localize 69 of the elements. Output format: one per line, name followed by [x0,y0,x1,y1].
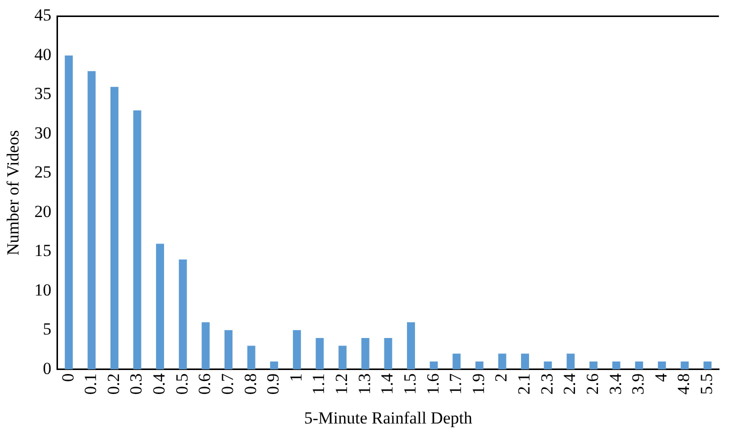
x-tick-label: 1.6 [423,373,442,395]
x-tick-label: 0.8 [240,373,260,395]
bar [316,338,324,370]
bar [680,362,689,370]
x-tick-label: 1.3 [354,373,374,395]
x-axis-title: 5-Minute Rainfall Depth [304,408,473,428]
bar [521,354,530,370]
x-tick-label: 0.9 [264,373,283,395]
x-tick-label: 3.4 [606,372,625,395]
bar [612,362,620,370]
x-tick-label: 0.3 [126,373,146,395]
x-tick-label: 2.3 [537,373,556,395]
bar [430,362,438,370]
y-tick-label: 35 [34,84,52,104]
bar [704,362,712,370]
bar [224,330,232,370]
x-tick-label: 2.6 [582,373,602,395]
bar [88,71,96,370]
x-tick-label: 0.6 [195,373,214,395]
bar [452,354,461,370]
x-tick-label: 1.5 [400,373,420,395]
x-tick-label: 1.4 [378,372,397,395]
y-tick-label: 25 [34,162,52,182]
x-tick-label: 2 [492,373,511,382]
x-tick-label: 3.9 [628,373,648,395]
bar [384,338,392,370]
bar [498,354,506,370]
x-tick-label: 4.8 [674,373,694,395]
bar [361,338,370,370]
bar [475,362,484,370]
bar [64,55,73,370]
bar [133,110,142,370]
bar [247,346,256,370]
bar [658,362,666,370]
x-tick-label: 2.4 [560,372,580,395]
x-tick-label: 0.1 [81,373,100,395]
x-tick-label: 1.9 [468,373,488,395]
bar [635,362,644,370]
bar [338,346,347,370]
bar [270,362,278,370]
x-tick-label: 2.1 [514,373,534,395]
y-tick-label: 40 [34,44,52,64]
x-tick-label: 1.7 [446,372,466,395]
y-tick-label: 20 [34,202,52,221]
y-tick-label: 10 [34,280,52,300]
y-axis-title: Number of Videos [4,130,23,256]
x-tick-label: 1.1 [309,373,328,395]
bar [566,354,575,370]
y-tick-label: 15 [34,241,52,260]
bar [544,362,552,370]
bar [292,330,301,370]
x-tick-label: 0.7 [218,372,237,395]
x-tick-label: 0.5 [172,373,192,395]
x-tick-label: 1.2 [332,373,352,395]
bar [202,322,210,370]
y-tick-label: 5 [42,320,52,339]
bar [110,86,118,370]
x-tick-label: 1 [286,373,306,382]
x-tick-label: 0 [58,373,78,382]
bar [406,322,415,370]
y-tick-label: 45 [34,6,52,25]
x-tick-label: 0.4 [150,372,169,395]
bar [156,244,164,370]
bar [178,259,187,370]
bar [589,362,598,370]
x-tick-label: 0.2 [104,373,123,395]
x-tick-label: 4 [651,372,670,382]
x-tick-label: 5.5 [697,373,716,395]
y-tick-label: 30 [34,123,52,142]
